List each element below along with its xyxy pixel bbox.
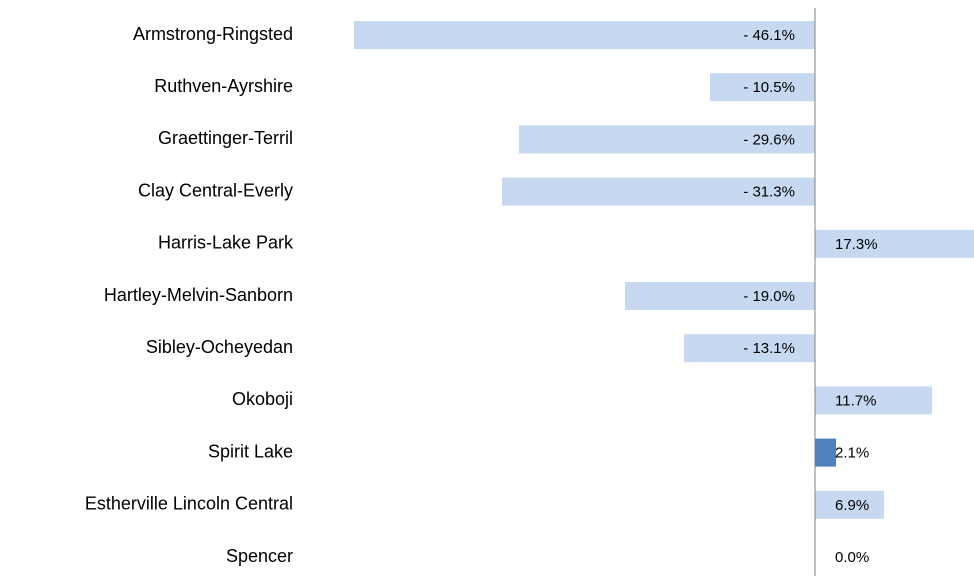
category-label: Spirit Lake — [208, 441, 293, 461]
bar — [684, 334, 815, 363]
bar — [710, 73, 815, 102]
value-label: 0.0% — [835, 549, 869, 566]
value-label: 6.9% — [835, 497, 869, 514]
value-label: - 31.3% — [743, 184, 795, 201]
value-label: 17.3% — [835, 236, 878, 253]
category-label: Estherville Lincoln Central — [85, 494, 293, 514]
category-label: Spencer — [226, 546, 293, 566]
value-label: 11.7% — [835, 392, 876, 409]
bar — [815, 490, 884, 519]
category-label: Graettinger-Terril — [158, 128, 293, 148]
bar — [519, 125, 815, 154]
category-label: Harris-Lake Park — [158, 233, 294, 253]
category-label: Okoboji — [232, 389, 293, 409]
category-label: Hartley-Melvin-Sanborn — [104, 285, 293, 305]
value-label: - 46.1% — [743, 27, 795, 44]
value-label: - 19.0% — [743, 288, 795, 305]
category-label: Armstrong-Ringsted — [133, 24, 293, 44]
bar — [354, 21, 815, 49]
value-label: 2.1% — [835, 445, 869, 462]
bar — [502, 177, 815, 206]
bar — [815, 229, 974, 258]
category-label: Ruthven-Ayrshire — [154, 76, 293, 96]
category-label: Sibley-Ocheyedan — [146, 337, 293, 357]
bar — [815, 438, 836, 467]
bar — [625, 282, 815, 310]
value-label: - 10.5% — [743, 79, 795, 96]
bar — [815, 386, 932, 415]
category-label: Clay Central-Everly — [138, 180, 293, 200]
value-label: - 29.6% — [743, 131, 795, 148]
value-label: - 13.1% — [743, 340, 795, 357]
